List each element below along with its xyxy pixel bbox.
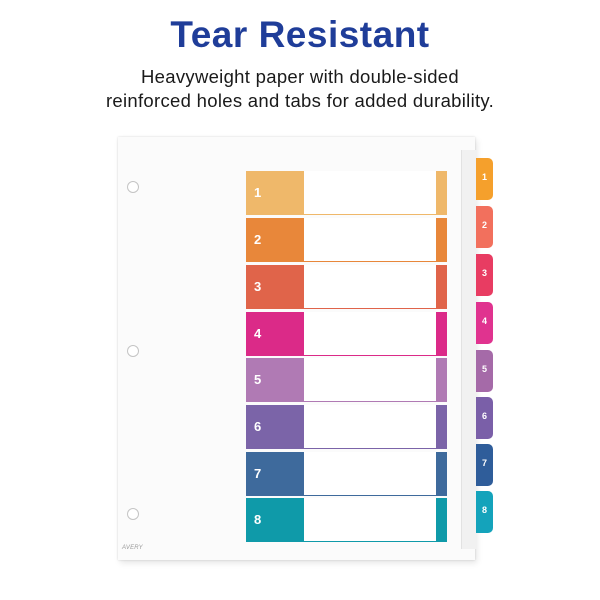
toc-line	[304, 308, 447, 309]
toc-row: 5	[246, 358, 447, 402]
reinforced-tab-strip	[461, 150, 477, 549]
toc-number: 6	[254, 419, 262, 434]
side-tab-number: 3	[482, 268, 488, 278]
headline: Tear Resistant	[170, 14, 430, 55]
side-tab-number: 6	[482, 411, 488, 421]
side-tab: 5	[476, 350, 493, 392]
subtitle-line-1: Heavyweight paper with double-sided	[141, 66, 459, 87]
side-tab-number: 2	[482, 220, 488, 230]
side-tab-number: 4	[482, 316, 488, 326]
toc-number: 2	[254, 232, 262, 247]
toc-color-swatch: 2	[246, 218, 304, 262]
side-tab: 6	[476, 397, 493, 439]
toc-line	[304, 541, 447, 542]
toc-color-swatch: 7	[246, 452, 304, 496]
punch-hole-middle	[127, 345, 139, 357]
side-tab-number: 5	[482, 364, 488, 374]
side-tab-number: 1	[482, 172, 488, 182]
toc-number: 5	[254, 372, 262, 387]
toc-line	[304, 495, 447, 496]
side-tab: 8	[476, 491, 493, 533]
toc-line	[304, 448, 447, 449]
side-tab: 7	[476, 444, 493, 486]
side-tab-number: 8	[482, 505, 488, 515]
toc-row: 8	[246, 498, 447, 542]
toc-number: 8	[254, 512, 262, 527]
side-tab: 1	[476, 158, 493, 200]
toc-color-swatch: 6	[246, 405, 304, 449]
punch-hole-top	[127, 181, 139, 193]
toc-color-swatch: 4	[246, 312, 304, 356]
toc-number: 3	[254, 279, 262, 294]
toc-line	[304, 401, 447, 402]
toc-row: 2	[246, 218, 447, 262]
side-tab: 3	[476, 254, 493, 296]
toc-end-bar	[436, 405, 447, 449]
toc-line	[304, 214, 447, 215]
toc-color-swatch: 8	[246, 498, 304, 542]
punch-hole-bottom	[127, 508, 139, 520]
toc-row: 7	[246, 452, 447, 496]
toc-row: 3	[246, 265, 447, 309]
side-tab: 2	[476, 206, 493, 248]
toc-end-bar	[436, 265, 447, 309]
toc-number: 7	[254, 466, 262, 481]
toc-end-bar	[436, 218, 447, 262]
toc-number: 4	[254, 326, 262, 341]
toc-end-bar	[436, 312, 447, 356]
toc-end-bar	[436, 498, 447, 542]
toc-row: 1	[246, 171, 447, 215]
toc-color-swatch: 1	[246, 171, 304, 215]
toc-color-swatch: 3	[246, 265, 304, 309]
toc-color-swatch: 5	[246, 358, 304, 402]
toc-row: 6	[246, 405, 447, 449]
subtitle-line-2: reinforced holes and tabs for added dura…	[105, 90, 495, 111]
toc-number: 1	[254, 185, 262, 200]
brand-logo: AVERY	[122, 545, 143, 551]
toc-end-bar	[436, 358, 447, 402]
toc-row: 4	[246, 312, 447, 356]
toc-line	[304, 355, 447, 356]
toc-end-bar	[436, 171, 447, 215]
toc-line	[304, 261, 447, 262]
side-tab: 4	[476, 302, 493, 344]
toc-end-bar	[436, 452, 447, 496]
side-tab-number: 7	[482, 458, 488, 468]
